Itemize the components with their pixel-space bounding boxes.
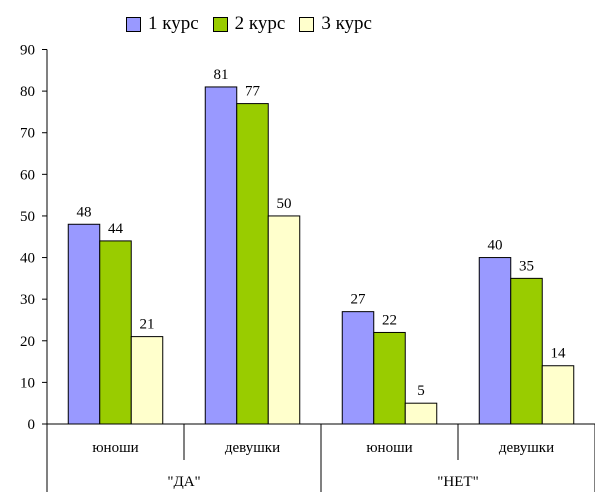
bar	[67, 223, 101, 425]
bar	[341, 311, 375, 425]
legend-label-1-kurs: 1 курс	[148, 13, 199, 34]
data-label: 14	[551, 346, 567, 362]
data-label: 40	[488, 238, 503, 254]
y-tick-label: 30	[20, 292, 35, 308]
y-tick-label: 90	[20, 43, 35, 59]
data-label: 27	[351, 292, 367, 308]
y-tick-label: 0	[28, 417, 36, 433]
legend-item-1-kurs: 1 курс	[126, 13, 199, 35]
bar	[130, 336, 164, 425]
data-label: 77	[245, 84, 261, 100]
data-label: 50	[277, 196, 292, 212]
legend-swatch-1-kurs	[126, 16, 141, 32]
x-category-label: юноши	[92, 440, 138, 456]
chart-legend: 1 курс 2 курс 3 курс	[126, 10, 386, 38]
bar	[510, 277, 543, 425]
bar	[478, 257, 512, 425]
x-category-label: девушки	[225, 440, 280, 456]
y-tick-label: 20	[20, 334, 35, 350]
legend-item-2-kurs: 2 курс	[212, 13, 286, 35]
bar	[236, 103, 269, 425]
data-label: 5	[417, 383, 425, 399]
x-category-label: юноши	[366, 440, 412, 456]
bar	[404, 402, 438, 425]
legend-item-3-kurs: 3 курс	[299, 13, 372, 35]
y-tick-label: 70	[20, 126, 35, 142]
data-label: 48	[77, 204, 92, 220]
y-tick-label: 40	[20, 251, 35, 267]
y-tick-label: 80	[20, 84, 35, 100]
bar	[99, 240, 132, 425]
legend-swatch-2-kurs	[212, 16, 228, 32]
legend-swatch-3-kurs	[299, 16, 315, 32]
bar	[267, 215, 301, 425]
data-label: 81	[214, 67, 229, 83]
legend-label-2-kurs: 2 курс	[234, 13, 286, 34]
x-category-label: девушки	[499, 440, 554, 456]
legend-label-3-kurs: 3 курс	[321, 13, 372, 34]
y-tick-label: 10	[20, 375, 35, 391]
x-group-label: "НЕТ"	[437, 474, 478, 490]
y-tick-label: 50	[20, 209, 35, 225]
bar	[541, 365, 575, 425]
data-label: 44	[108, 221, 124, 237]
bar	[373, 331, 406, 425]
data-label: 35	[519, 258, 534, 274]
data-label: 21	[140, 317, 155, 333]
y-tick-label: 60	[20, 167, 35, 183]
bar	[204, 86, 238, 425]
x-group-label: "ДА"	[167, 474, 200, 490]
data-label: 22	[382, 312, 397, 328]
